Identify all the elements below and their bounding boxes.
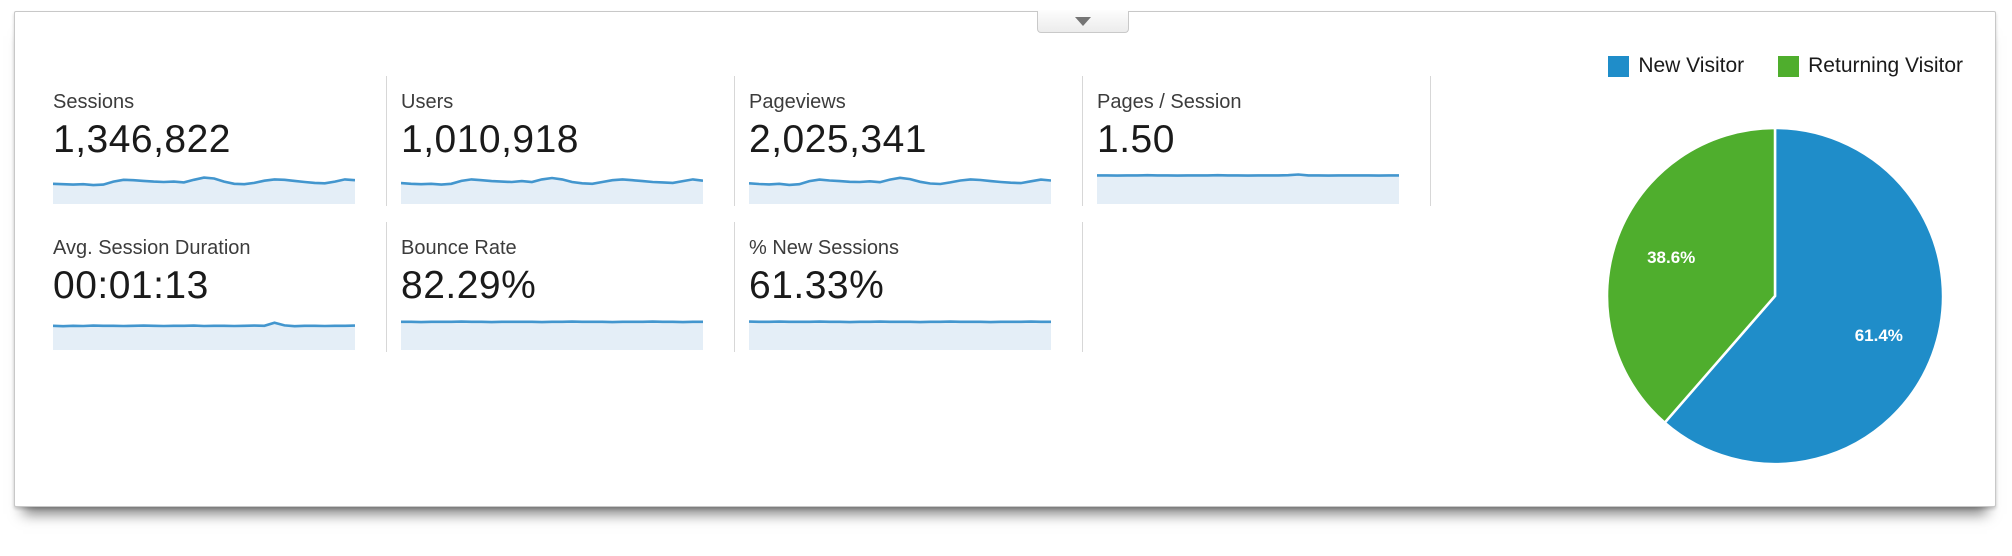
users-sparkline (401, 176, 703, 204)
returning-visitor-swatch (1778, 55, 1800, 77)
legend-label: Returning Visitor (1808, 54, 1963, 77)
visitor-pie-chart[interactable]: 61.4% 38.6% (1597, 118, 1953, 474)
metric-avg-session-duration: Avg. Session Duration 00:01:13 (39, 222, 387, 352)
metric-label: Avg. Session Duration (53, 237, 251, 259)
metric-label: Users (401, 91, 454, 113)
metric-pageviews: Pageviews 2,025,341 (735, 76, 1083, 206)
metric-label: Pages / Session (1097, 91, 1242, 113)
metric-label: Sessions (53, 91, 135, 113)
pageviews-sparkline (749, 176, 1051, 204)
visitor-type-chart-area: New Visitor Returning Visitor 61.4% 38.6% (1575, 42, 1975, 492)
metric-value: 82.29% (401, 264, 537, 307)
pie-slice-returning-visitor[interactable] (1605, 126, 1777, 425)
metric-label: % New Sessions (749, 237, 900, 259)
overview-card: Sessions 1,346,822 Users 1,010,918 Pagev… (14, 11, 1996, 507)
metric-percent-new-sessions: % New Sessions 61.33% (735, 222, 1083, 352)
percent-new-sessions-sparkline (749, 320, 1051, 350)
new-visitor-swatch (1608, 55, 1630, 77)
legend-item-new-visitor[interactable]: New Visitor (1608, 54, 1744, 78)
pages-per-session-sparkline (1097, 173, 1399, 204)
metric-users: Users 1,010,918 (387, 76, 735, 206)
metric-value: 1,010,918 (401, 118, 580, 161)
chevron-down-icon (1075, 17, 1091, 26)
metric-label: Bounce Rate (401, 237, 517, 259)
metrics-grid: Sessions 1,346,822 Users 1,010,918 Pagev… (39, 76, 1431, 352)
legend-label: New Visitor (1638, 54, 1745, 77)
metric-bounce-rate: Bounce Rate 82.29% (387, 222, 735, 352)
metric-value: 00:01:13 (53, 264, 209, 307)
avg-session-duration-sparkline (53, 321, 355, 350)
pie-legend: New Visitor Returning Visitor (1608, 54, 1963, 78)
metric-value: 61.33% (749, 264, 885, 307)
metric-pages-per-session: Pages / Session 1.50 (1083, 76, 1431, 206)
pie-slice-new-visitor[interactable] (1662, 126, 1945, 466)
metric-label: Pageviews (749, 91, 846, 113)
metric-value: 1.50 (1097, 118, 1175, 161)
collapse-panel-button[interactable] (1037, 11, 1129, 33)
metric-sessions: Sessions 1,346,822 (39, 76, 387, 206)
pie-slice-label: 61.4% (1855, 326, 1903, 345)
legend-item-returning-visitor[interactable]: Returning Visitor (1778, 54, 1963, 78)
sessions-sparkline (53, 176, 355, 204)
pie-slice-label: 38.6% (1647, 248, 1695, 267)
metric-value: 1,346,822 (53, 118, 232, 161)
metric-value: 2,025,341 (749, 118, 928, 161)
bounce-rate-sparkline (401, 320, 703, 350)
